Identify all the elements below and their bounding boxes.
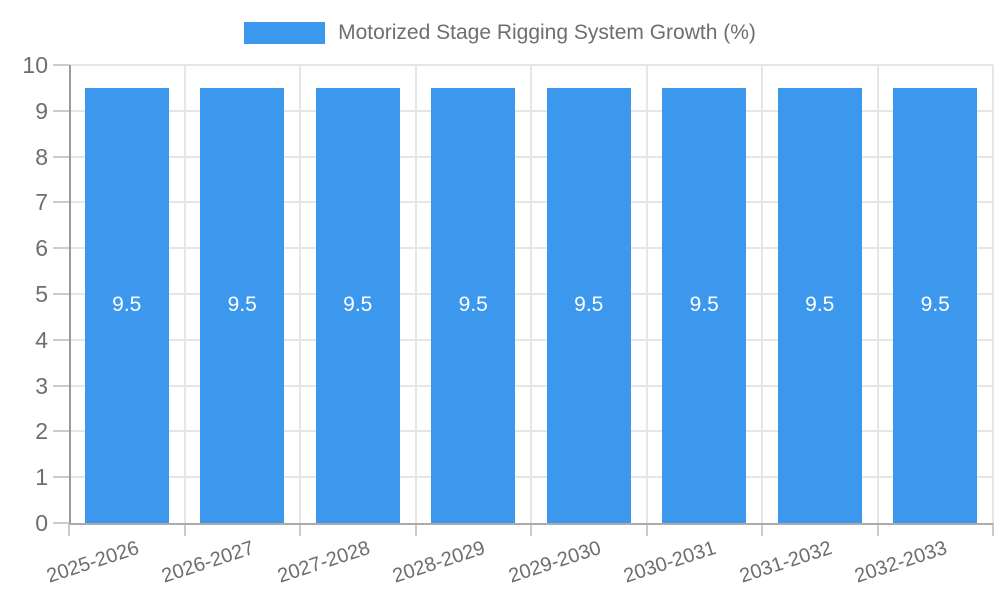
bar: 9.5 [315,87,400,523]
bar-value-label: 9.5 [689,293,719,317]
x-tick-icon [183,523,186,536]
y-tick-label: 2 [35,418,48,445]
y-tick-label: 8 [35,143,48,170]
y-tick-icon [53,201,69,204]
bar-value-label: 9.5 [574,293,604,317]
v-gridline [645,65,648,523]
y-tick-icon [53,476,69,479]
v-gridline [299,65,301,523]
v-gridline [761,65,763,523]
x-axis-line [69,523,993,525]
y-tick-label: 1 [35,464,48,491]
legend-label: Motorized Stage Rigging System Growth (%… [338,21,756,44]
y-tick-label: 3 [35,372,48,399]
v-gridline [992,65,994,523]
y-tick-label: 6 [35,235,48,262]
v-gridline [876,65,879,523]
y-tick-label: 0 [35,510,48,536]
y-tick-icon [53,430,69,433]
plot-area: 9.5 9.5 9.5 9.5 9.5 9.5 9.5 9.5 [69,64,994,525]
y-tick-icon [53,109,69,112]
bar: 9.5 [662,87,747,523]
y-tick-label: 7 [35,189,48,216]
bar-value-label: 9.5 [920,293,950,317]
y-tick-icon [53,384,69,387]
x-tick-icon [992,523,994,536]
y-tick-label: 9 [35,97,48,124]
legend[interactable]: Motorized Stage Rigging System Growth (%… [0,21,1000,45]
y-tick-icon [53,247,69,250]
bar-value-label: 9.5 [458,293,488,317]
y-tick-label: 10 [22,52,48,78]
x-tick-icon [414,523,417,536]
bar-value-label: 9.5 [112,293,142,317]
bar: 9.5 [431,87,516,523]
bar: 9.5 [893,87,978,523]
y-tick-icon [53,338,69,341]
x-tick-icon [876,523,879,536]
bar-value-label: 9.5 [343,293,373,317]
legend-swatch-icon [244,22,326,44]
v-gridline [183,65,186,523]
bar: 9.5 [200,87,285,523]
x-tick-icon [645,523,648,536]
y-tick-icon [53,522,69,524]
x-tick-icon [530,523,532,536]
bar: 9.5 [777,87,862,523]
v-gridline [530,65,532,523]
x-tick-icon [68,523,70,536]
y-tick-label: 4 [35,326,48,353]
bar-value-label: 9.5 [805,293,835,317]
x-tick-icon [761,523,763,536]
bar-value-label: 9.5 [227,293,257,317]
y-tick-icon [53,155,69,158]
v-gridline [414,65,417,523]
x-tick-icon [299,523,301,536]
bar: 9.5 [84,87,169,523]
y-tick-label: 5 [35,281,48,307]
y-tick-icon [53,64,69,66]
y-axis-line [69,65,71,523]
bar: 9.5 [546,87,631,523]
y-tick-icon [53,293,69,295]
